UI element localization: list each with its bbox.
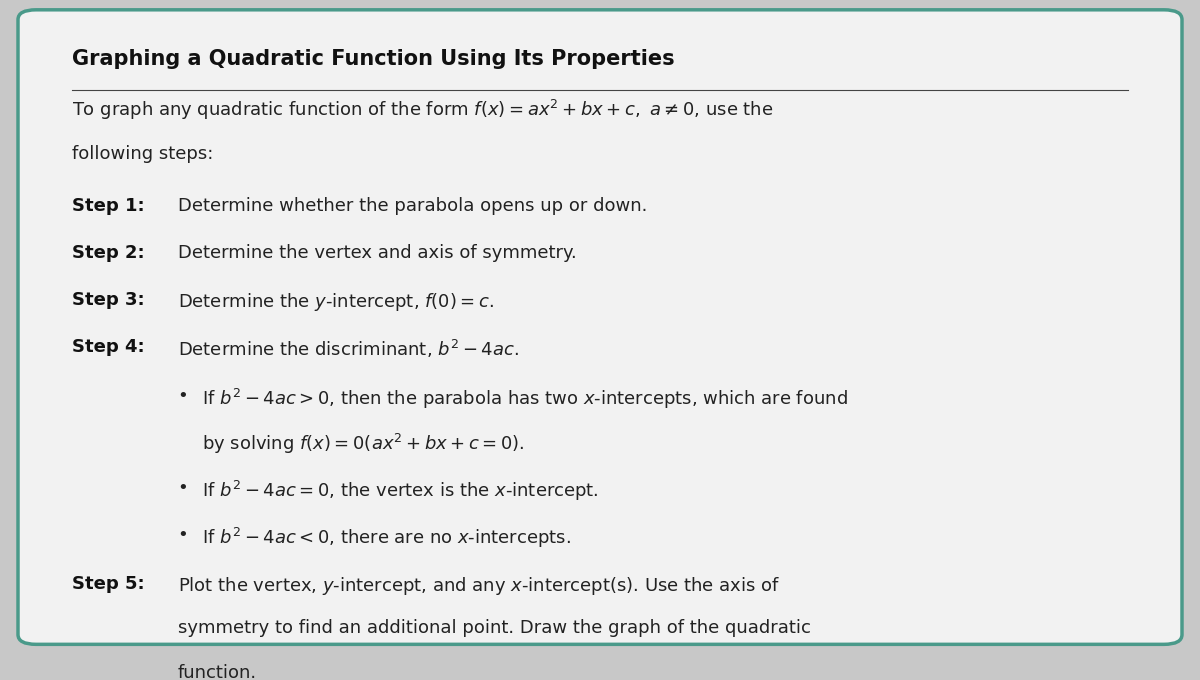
Text: Step 3:: Step 3: (72, 291, 145, 309)
Text: symmetry to find an additional point. Draw the graph of the quadratic: symmetry to find an additional point. Dr… (178, 619, 810, 637)
Text: Determine the $y$-intercept, $f(0) = c$.: Determine the $y$-intercept, $f(0) = c$. (178, 291, 493, 313)
Text: Plot the vertex, $y$-intercept, and any $x$-intercept(s). Use the axis of: Plot the vertex, $y$-intercept, and any … (178, 575, 780, 597)
Text: Determine whether the parabola opens up or down.: Determine whether the parabola opens up … (178, 197, 647, 215)
Text: If $b^2 - 4ac > 0$, then the parabola has two $x$-intercepts, which are found: If $b^2 - 4ac > 0$, then the parabola ha… (202, 387, 847, 411)
Text: •: • (178, 479, 188, 497)
Text: Graphing a Quadratic Function Using Its Properties: Graphing a Quadratic Function Using Its … (72, 49, 674, 69)
Text: •: • (178, 387, 188, 405)
Text: If $b^2 - 4ac = 0$, the vertex is the $x$-intercept.: If $b^2 - 4ac = 0$, the vertex is the $x… (202, 479, 599, 503)
Text: If $b^2 - 4ac < 0$, there are no $x$-intercepts.: If $b^2 - 4ac < 0$, there are no $x$-int… (202, 526, 570, 550)
Text: Step 1:: Step 1: (72, 197, 145, 215)
Text: To graph any quadratic function of the form $f(x) = ax^2 + bx + c,\ a \neq 0$, u: To graph any quadratic function of the f… (72, 97, 774, 122)
Text: Determine the vertex and axis of symmetry.: Determine the vertex and axis of symmetr… (178, 244, 576, 262)
Text: Step 4:: Step 4: (72, 338, 145, 356)
Text: function.: function. (178, 664, 257, 680)
Text: following steps:: following steps: (72, 145, 214, 163)
Text: Step 5:: Step 5: (72, 575, 145, 593)
FancyBboxPatch shape (18, 10, 1182, 645)
Text: Step 2:: Step 2: (72, 244, 145, 262)
Text: by solving $f(x) = 0(ax^2 + bx + c = 0)$.: by solving $f(x) = 0(ax^2 + bx + c = 0)$… (202, 432, 524, 456)
Text: •: • (178, 526, 188, 544)
Text: Determine the discriminant, $b^2 - 4ac$.: Determine the discriminant, $b^2 - 4ac$. (178, 338, 518, 360)
